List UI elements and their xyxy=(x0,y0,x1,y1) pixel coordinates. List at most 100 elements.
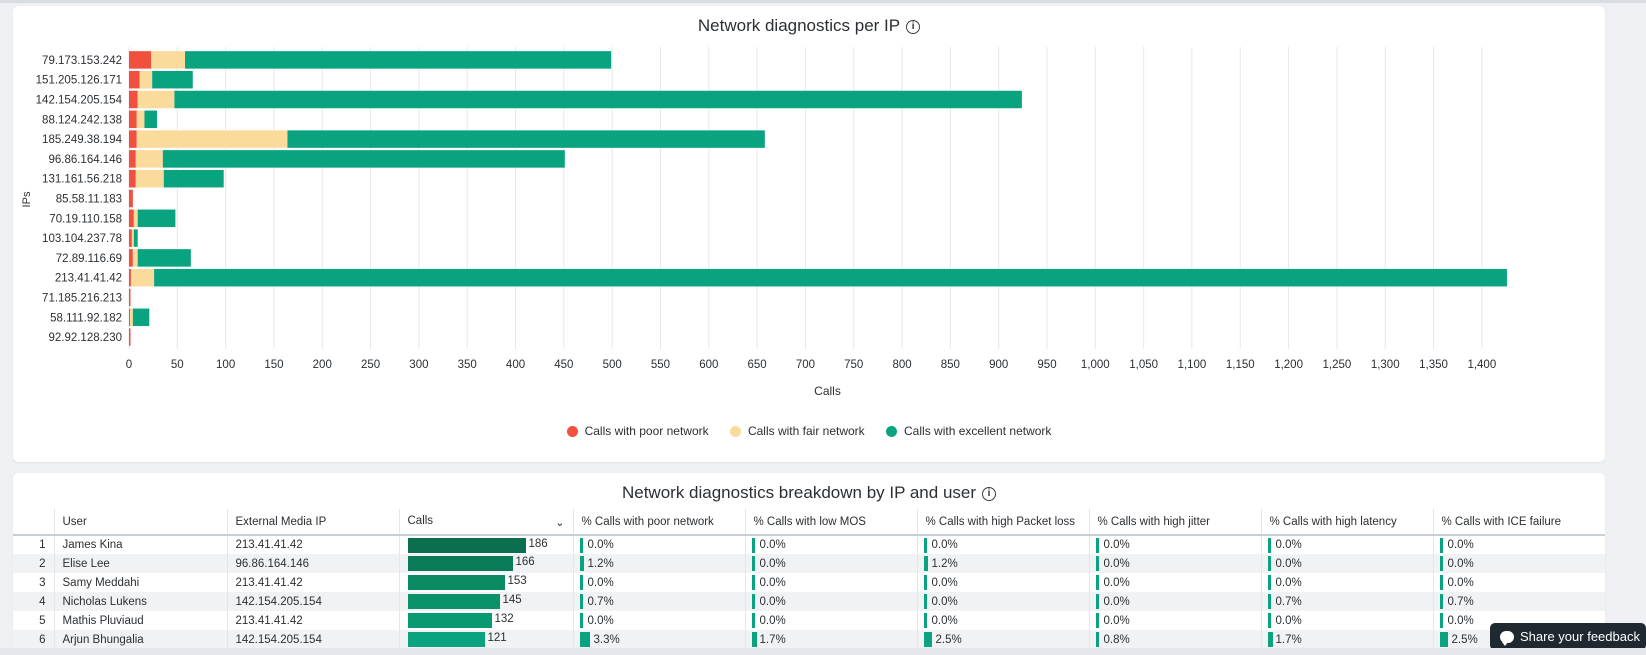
legend-item-fair[interactable]: Calls with fair network xyxy=(729,424,865,438)
bar-segment[interactable] xyxy=(133,209,138,228)
bar-segment[interactable] xyxy=(136,110,145,129)
y-tick-label: 142.154.205.154 xyxy=(36,95,123,107)
legend-label-fair: Calls with fair network xyxy=(747,424,865,438)
calls-bar xyxy=(407,538,526,553)
bar-segment[interactable] xyxy=(163,169,224,188)
bar-segment[interactable] xyxy=(154,268,1507,287)
bar-segment[interactable] xyxy=(132,249,138,267)
pct-bar xyxy=(1095,594,1099,609)
bar-segment[interactable] xyxy=(129,90,138,109)
user-cell[interactable]: Samy Meddahi xyxy=(53,573,227,592)
info-icon[interactable]: i xyxy=(906,19,921,34)
bar-segment[interactable] xyxy=(144,110,158,129)
table-row[interactable]: 2 Elise Lee 96.86.164.146 166 1.2% 0.0% 1.2% 0.… xyxy=(13,554,1605,573)
pct-value: 0.0% xyxy=(1447,557,1474,570)
bar-segment[interactable] xyxy=(129,130,137,148)
user-cell[interactable]: Mathis Pluviaud xyxy=(53,611,227,630)
column-header-poor-network[interactable]: % Calls with poor network xyxy=(572,509,745,536)
bar-segment[interactable] xyxy=(136,130,288,148)
bar-segment[interactable] xyxy=(129,169,136,188)
bar-segment[interactable] xyxy=(129,189,133,208)
bar-segment[interactable] xyxy=(129,229,132,247)
pct-value: 0.0% xyxy=(931,595,958,608)
x-tick-label: 1,400 xyxy=(1467,359,1496,371)
calls-cell: 153 xyxy=(398,573,573,592)
pct-cell-jitter: 0.0% xyxy=(1088,611,1261,630)
table-row[interactable]: 3 Samy Meddahi 213.41.41.42 153 0.0% 0.0% 0.0%… xyxy=(13,573,1605,592)
pct-value: 0.0% xyxy=(1447,576,1474,589)
bar-segment[interactable] xyxy=(162,150,565,168)
bar-segment[interactable] xyxy=(135,150,163,168)
pct-cell-ice: 0.7% xyxy=(1432,592,1605,611)
bar-segment[interactable] xyxy=(131,229,134,247)
pct-bar xyxy=(751,632,757,647)
table-row[interactable]: 1 James Kina 213.41.41.42 186 0.0% 0.0% 0.0% 0.… xyxy=(13,535,1605,554)
column-header-user[interactable]: User xyxy=(53,509,227,536)
pct-value: 2.5% xyxy=(1451,633,1478,646)
bar-segment[interactable] xyxy=(174,90,1022,109)
column-header-high-jitter[interactable]: % Calls with high jitter xyxy=(1088,509,1261,536)
bar-segment[interactable] xyxy=(129,308,131,327)
column-header-external-media-ip[interactable]: External Media IP xyxy=(226,509,399,536)
bar-segment[interactable] xyxy=(132,308,150,327)
bar-segment[interactable] xyxy=(139,70,153,89)
legend-item-poor[interactable]: Calls with poor network xyxy=(566,424,709,438)
pct-cell-ice: 0.0% xyxy=(1432,573,1605,592)
table-row[interactable]: 6 Arjun Bhungalia 142.154.205.154 121 3.3% 1.… xyxy=(13,630,1605,649)
column-header-calls[interactable]: Calls ⌄ xyxy=(398,509,573,536)
bar-segment[interactable] xyxy=(129,308,133,327)
bar-segment[interactable] xyxy=(129,288,131,307)
info-icon[interactable]: i xyxy=(982,486,997,501)
bottom-scrollbar-track[interactable] xyxy=(0,648,1646,655)
pct-value: 0.0% xyxy=(931,614,958,627)
pct-bar xyxy=(751,556,755,571)
bar-segment[interactable] xyxy=(287,130,765,148)
bar-segment[interactable] xyxy=(129,70,140,89)
share-feedback-button[interactable]: Share your feedback xyxy=(1490,623,1646,650)
user-cell[interactable]: Arjun Bhungalia xyxy=(53,630,227,649)
user-cell[interactable]: Elise Lee xyxy=(53,554,227,573)
bar-segment[interactable] xyxy=(129,328,131,346)
ip-cell[interactable]: 142.154.205.154 xyxy=(226,592,399,611)
ip-cell[interactable]: 213.41.41.42 xyxy=(226,573,399,592)
pct-cell-ice: 0.0% xyxy=(1432,554,1605,573)
pct-value: 0.0% xyxy=(1275,614,1302,627)
bar-segment[interactable] xyxy=(129,249,133,267)
user-cell[interactable]: Nicholas Lukens xyxy=(53,592,227,611)
bar-segment[interactable] xyxy=(137,209,176,228)
bar-segment[interactable] xyxy=(129,110,137,129)
bar-segment[interactable] xyxy=(185,51,612,69)
bar-segment[interactable] xyxy=(130,268,155,287)
bar-segment[interactable] xyxy=(133,229,138,247)
row-index: 5 xyxy=(39,614,46,627)
bar-segment[interactable] xyxy=(129,209,134,228)
bar-segment[interactable] xyxy=(152,70,193,89)
legend-label-poor: Calls with poor network xyxy=(584,424,709,438)
pct-cell-jitter: 0.0% xyxy=(1088,554,1261,573)
bar-segment[interactable] xyxy=(135,169,164,188)
pct-value: 0.0% xyxy=(1447,614,1474,627)
legend-item-excellent[interactable]: Calls with excellent network xyxy=(886,424,1051,438)
ip-cell[interactable]: 96.86.164.146 xyxy=(226,554,399,573)
bar-segment[interactable] xyxy=(129,51,152,69)
bar-segment[interactable] xyxy=(129,268,131,287)
column-header-ice-failure[interactable]: % Calls with ICE failure xyxy=(1432,509,1605,536)
column-header-high-packet-loss[interactable]: % Calls with high Packet loss xyxy=(916,509,1089,536)
user-cell[interactable]: James Kina xyxy=(53,535,227,554)
table-row[interactable]: 4 Nicholas Lukens 142.154.205.154 145 0.7% 0.… xyxy=(13,592,1605,611)
bar-segment[interactable] xyxy=(151,51,186,69)
bar-segment[interactable] xyxy=(137,249,191,267)
x-tick-label: 950 xyxy=(1037,359,1056,371)
bar-segment[interactable] xyxy=(137,90,175,109)
pct-bar xyxy=(1439,538,1443,553)
sort-descending-icon[interactable]: ⌄ xyxy=(555,516,565,529)
bar-segment[interactable] xyxy=(129,150,136,168)
table-row[interactable]: 5 Mathis Pluviaud 213.41.41.42 132 0.0% 0.0% 0… xyxy=(13,611,1605,630)
pct-value: 0.8% xyxy=(1103,633,1130,646)
column-header-low-mos[interactable]: % Calls with low MOS xyxy=(744,509,917,536)
column-header-high-latency[interactable]: % Calls with high latency xyxy=(1260,509,1433,536)
ip-cell[interactable]: 213.41.41.42 xyxy=(226,535,399,554)
ip-cell[interactable]: 142.154.205.154 xyxy=(226,630,399,649)
ip-cell[interactable]: 213.41.41.42 xyxy=(226,611,399,630)
pct-value: 0.0% xyxy=(1275,539,1302,551)
